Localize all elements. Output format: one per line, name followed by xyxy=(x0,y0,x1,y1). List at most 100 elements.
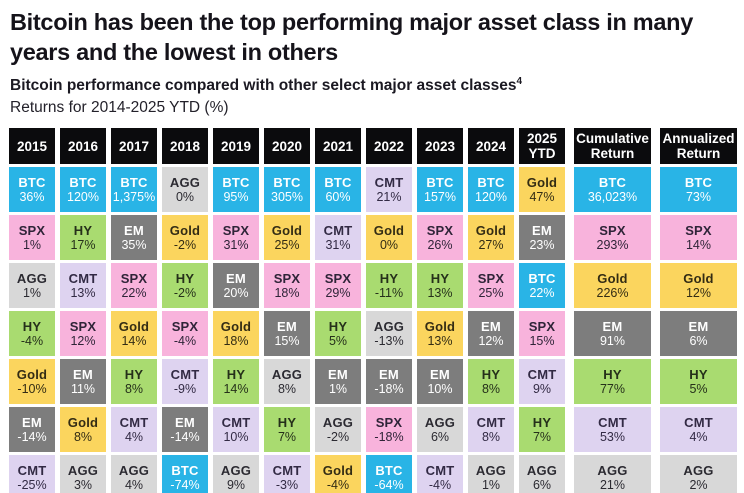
asset-cell-cmt: CMT -9% xyxy=(162,359,208,405)
return-value: 91% xyxy=(599,334,626,349)
asset-cell-em: EM 10% xyxy=(417,359,463,405)
return-value: 2% xyxy=(689,478,708,493)
asset-cell-em: EM 12% xyxy=(468,311,514,357)
asset-cell-hy: HY 7% xyxy=(519,407,565,453)
asset-label: AGG xyxy=(16,270,48,286)
asset-cell-spx: SPX 14% xyxy=(660,215,737,261)
return-value: -14% xyxy=(170,430,200,445)
asset-label: Gold xyxy=(16,366,48,382)
return-value: 3% xyxy=(73,478,93,493)
asset-label: CMT xyxy=(684,414,713,430)
asset-cell-spx: SPX 15% xyxy=(519,311,565,357)
year-column-2017: 2017 BTC 1,375% EM 35% SPX 22% Gold 14% HY 8% CMT 4%… xyxy=(111,128,157,493)
asset-label: Gold xyxy=(67,414,99,430)
year-column-2016: 2016 BTC 120% HY 17% CMT 13% SPX 12% EM 11% Gold 8% A… xyxy=(60,128,106,493)
asset-label: BTC xyxy=(324,174,352,190)
asset-cell-hy: HY 17% xyxy=(60,215,106,261)
year-column-2018: 2018 AGG 0% Gold -2% HY -2% SPX -4% CMT -9% EM -14% B… xyxy=(162,128,208,493)
return-value: -11% xyxy=(374,286,404,301)
return-value: 12% xyxy=(685,286,712,301)
asset-label: HY xyxy=(379,270,399,286)
return-value: -4% xyxy=(428,478,452,493)
asset-cell-hy: HY 7% xyxy=(264,407,310,453)
year-column-2021: 2021 BTC 60% CMT 31% SPX 29% HY 5% EM 1% AGG -2% Gold… xyxy=(315,128,361,493)
return-value: 23% xyxy=(529,238,555,253)
asset-label: SPX xyxy=(426,222,454,238)
page-title: Bitcoin has been the top performing majo… xyxy=(10,9,693,65)
asset-label: HY xyxy=(430,270,450,286)
return-value: 77% xyxy=(599,382,626,397)
asset-label: SPX xyxy=(528,318,556,334)
asset-label: AGG xyxy=(169,174,201,190)
asset-cell-agg: AGG 1% xyxy=(9,263,55,309)
asset-label: AGG xyxy=(424,414,456,430)
asset-label: EM xyxy=(602,318,623,334)
return-value: 8% xyxy=(277,382,297,397)
asset-cell-hy: HY 8% xyxy=(111,359,157,405)
return-value: -2% xyxy=(173,238,197,253)
asset-label: BTC xyxy=(18,174,46,190)
asset-cell-cmt: CMT 53% xyxy=(574,407,651,453)
return-value: 9% xyxy=(532,382,552,397)
asset-label: SPX xyxy=(273,270,301,286)
asset-label: SPX xyxy=(18,222,46,238)
asset-cell-cmt: CMT 21% xyxy=(366,167,412,213)
asset-cell-em: EM -14% xyxy=(162,407,208,453)
asset-cell-gold: Gold 0% xyxy=(366,215,412,261)
asset-label: SPX xyxy=(324,270,352,286)
asset-label: AGG xyxy=(475,462,507,478)
asset-label: SPX xyxy=(477,270,505,286)
asset-cell-agg: AGG 1% xyxy=(468,455,514,493)
return-value: 4% xyxy=(124,430,144,445)
asset-label: HY xyxy=(22,318,42,334)
asset-label: HY xyxy=(328,318,348,334)
return-value: 9% xyxy=(226,478,246,493)
footnote-marker: 4 xyxy=(516,76,523,88)
column-header: 2016 xyxy=(60,128,106,165)
asset-cell-cmt: CMT 13% xyxy=(60,263,106,309)
asset-cell-gold: Gold 18% xyxy=(213,311,259,357)
return-value: 27% xyxy=(478,238,504,253)
asset-cell-agg: AGG 8% xyxy=(264,359,310,405)
asset-cell-cmt: CMT 4% xyxy=(660,407,737,453)
return-value: -3% xyxy=(275,478,299,493)
column-header: 2024 xyxy=(468,128,514,165)
year-column-2023: 2023 BTC 157% SPX 26% HY 13% Gold 13% EM 10% AGG 6% C… xyxy=(417,128,463,493)
asset-cell-btc: BTC 120% xyxy=(468,167,514,213)
column-header: Cumulative Return xyxy=(574,128,651,165)
asset-cell-spx: SPX -4% xyxy=(162,311,208,357)
asset-label: BTC xyxy=(684,174,713,190)
asset-label: BTC xyxy=(171,462,199,478)
asset-label: CMT xyxy=(527,366,557,382)
asset-label: SPX xyxy=(222,222,250,238)
returns-range-caption: Returns for 2014-2025 YTD (%) xyxy=(10,99,229,117)
asset-cell-hy: HY -4% xyxy=(9,311,55,357)
return-value: 8% xyxy=(73,430,93,445)
asset-cell-gold: Gold -10% xyxy=(9,359,55,405)
asset-label: AGG xyxy=(373,318,405,334)
return-value: 22% xyxy=(121,286,147,301)
return-value: 29% xyxy=(325,286,351,301)
return-value: 60% xyxy=(325,190,351,205)
return-value: 17% xyxy=(70,238,96,253)
asset-label: Gold xyxy=(475,222,507,238)
asset-cell-hy: HY -11% xyxy=(366,263,412,309)
asset-label: Gold xyxy=(373,222,405,238)
return-value: 8% xyxy=(124,382,144,397)
asset-label: AGG xyxy=(526,462,558,478)
return-value: 31% xyxy=(223,238,249,253)
asset-label: EM xyxy=(688,318,709,334)
asset-label: BTC xyxy=(273,174,301,190)
asset-cell-gold: Gold 13% xyxy=(417,311,463,357)
year-column-2024: 2024 BTC 120% Gold 27% SPX 25% EM 12% HY 8% CMT 8% AG… xyxy=(468,128,514,493)
return-value: 25% xyxy=(478,286,504,301)
return-value: 6% xyxy=(689,334,708,349)
return-value: 47% xyxy=(529,190,555,205)
asset-label: CMT xyxy=(119,414,149,430)
return-value: 0% xyxy=(379,238,399,253)
asset-cell-btc: BTC 60% xyxy=(315,167,361,213)
asset-label: CMT xyxy=(476,414,506,430)
return-value: 10% xyxy=(427,382,453,397)
column-header: 2018 xyxy=(162,128,208,165)
